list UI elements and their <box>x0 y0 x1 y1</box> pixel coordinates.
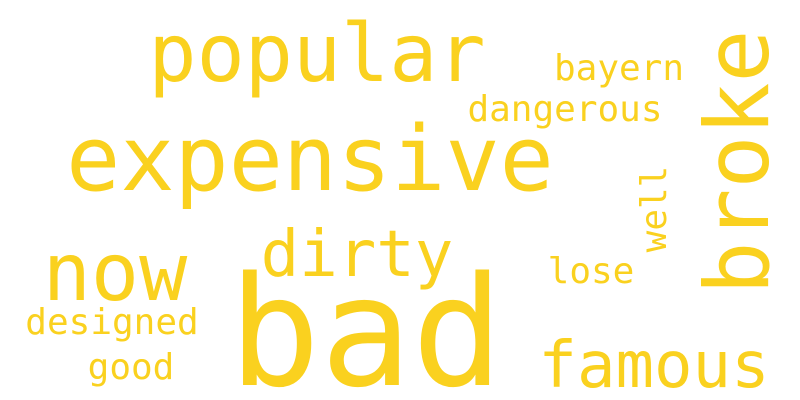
word-bayern: bayern <box>554 48 684 89</box>
word-famous: famous <box>538 329 769 400</box>
word-broke: broke <box>686 30 789 295</box>
word-popular: popular <box>148 7 485 100</box>
word-designed: designed <box>25 302 198 343</box>
word-expensive: expensive <box>66 107 554 212</box>
word-bad: bad <box>229 244 504 400</box>
word-good: good <box>88 347 175 388</box>
word-dangerous: dangerous <box>467 89 662 130</box>
word-dirty: dirty <box>261 218 454 292</box>
word-lose: lose <box>548 251 635 292</box>
word-well: well <box>634 166 675 253</box>
word-now: now <box>43 226 188 319</box>
